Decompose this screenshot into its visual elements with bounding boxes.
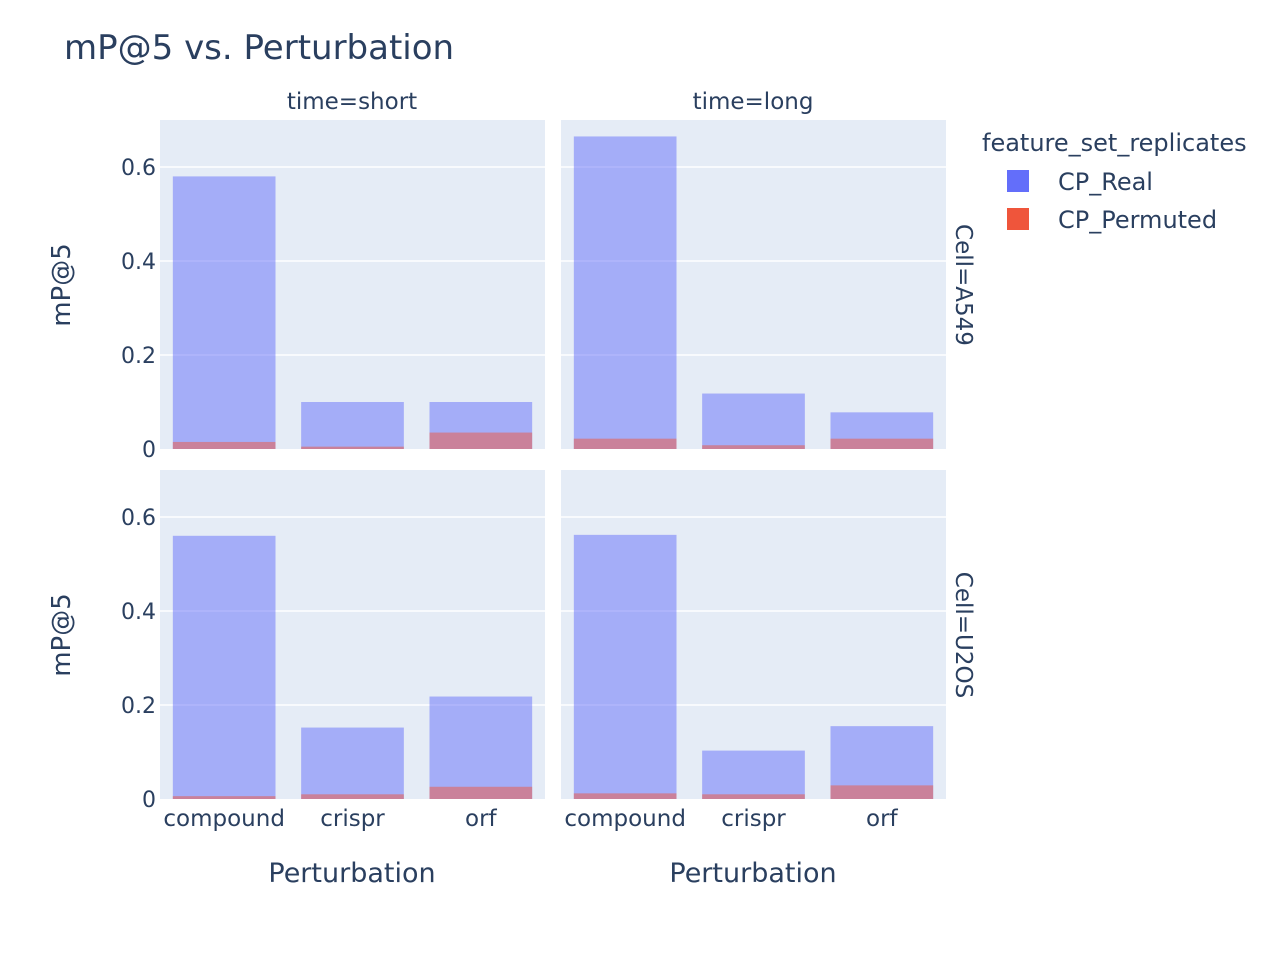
bar-cp-permuted-crispr-cell-u2os-time-short bbox=[301, 794, 404, 799]
bar-cp-permuted-crispr-cell-a549-time-short bbox=[301, 446, 404, 449]
x-tick-label-orf-time-short: orf bbox=[465, 806, 498, 832]
chart-title: mP@5 vs. Perturbation bbox=[64, 28, 454, 68]
bar-cp-real-orf-cell-u2os-time-short bbox=[429, 696, 533, 799]
bar-cp-real-compound-cell-a549-time-short bbox=[172, 176, 276, 449]
facet-title-cell-u2os: Cell=U2OS bbox=[950, 572, 976, 698]
y-axis-title-top: mP@5 bbox=[47, 243, 77, 327]
bar-cp-permuted-orf-cell-u2os-time-long bbox=[830, 785, 934, 799]
legend-title: feature_set_replicates bbox=[982, 129, 1247, 157]
bar-cp-real-crispr-cell-u2os-time-short bbox=[301, 727, 404, 799]
legend-swatch-cp-permuted[interactable] bbox=[1007, 208, 1029, 230]
bar-cp-real-crispr-cell-a549-time-long bbox=[702, 393, 805, 449]
x-tick-label-orf-time-long: orf bbox=[866, 806, 899, 832]
bar-cp-permuted-compound-cell-a549-time-long bbox=[573, 438, 677, 449]
y-tick-label-cell-a549-time-short-1: 0.2 bbox=[121, 344, 156, 369]
y-tick-label-cell-u2os-time-short-2: 0.4 bbox=[121, 600, 156, 625]
x-axis-title-left: Perturbation bbox=[268, 858, 435, 889]
bar-cp-permuted-crispr-cell-u2os-time-long bbox=[702, 794, 805, 799]
y-tick-label-cell-a549-time-short-3: 0.6 bbox=[121, 156, 156, 181]
legend-label-cp-real[interactable]: CP_Real bbox=[1058, 168, 1153, 196]
y-tick-label-cell-u2os-time-short-3: 0.6 bbox=[121, 506, 156, 531]
x-tick-label-crispr-time-long: crispr bbox=[721, 806, 786, 832]
y-tick-label-cell-u2os-time-short-1: 0.2 bbox=[121, 694, 156, 719]
legend[interactable]: feature_set_replicates CP_Real CP_Permut… bbox=[982, 129, 1247, 234]
bar-cp-real-crispr-cell-a549-time-short bbox=[301, 402, 404, 449]
bar-cp-real-crispr-cell-u2os-time-long bbox=[702, 750, 805, 799]
facet-title-cell-a549: Cell=A549 bbox=[950, 224, 976, 346]
bar-cp-permuted-crispr-cell-a549-time-long bbox=[702, 445, 805, 449]
bar-cp-permuted-orf-cell-u2os-time-short bbox=[429, 786, 533, 799]
bar-cp-permuted-compound-cell-u2os-time-long bbox=[573, 793, 677, 799]
x-axis-title-right: Perturbation bbox=[669, 858, 836, 889]
bar-cp-permuted-orf-cell-a549-time-long bbox=[830, 438, 934, 449]
bar-cp-permuted-compound-cell-a549-time-short bbox=[172, 441, 276, 449]
bar-cp-real-compound-cell-u2os-time-short bbox=[172, 535, 276, 799]
legend-swatch-cp-real[interactable] bbox=[1007, 170, 1029, 192]
facet-title-time-short: time=short bbox=[287, 89, 417, 115]
y-axis-title-bottom: mP@5 bbox=[47, 593, 77, 677]
y-tick-label-cell-a549-time-short-2: 0.4 bbox=[121, 250, 156, 275]
bar-cp-permuted-compound-cell-u2os-time-short bbox=[172, 796, 276, 799]
y-tick-label-cell-u2os-time-short-0: 0 bbox=[142, 788, 156, 813]
legend-label-cp-permuted[interactable]: CP_Permuted bbox=[1058, 206, 1217, 234]
x-tick-label-compound-time-long: compound bbox=[564, 806, 686, 832]
facet-title-time-long: time=long bbox=[693, 89, 814, 115]
bar-cp-real-compound-cell-u2os-time-long bbox=[573, 534, 677, 799]
panel-layer: 0 0.2 0.4 0.6 0 0.2 0.4 0.6 compound crispr orf com… bbox=[121, 120, 946, 832]
bar-cp-real-compound-cell-a549-time-long bbox=[573, 136, 677, 449]
x-tick-label-compound-time-short: compound bbox=[163, 806, 285, 832]
x-tick-label-crispr-time-short: crispr bbox=[320, 806, 385, 832]
y-tick-label-cell-a549-time-short-0: 0 bbox=[142, 438, 156, 463]
bar-cp-permuted-orf-cell-a549-time-short bbox=[429, 432, 533, 449]
